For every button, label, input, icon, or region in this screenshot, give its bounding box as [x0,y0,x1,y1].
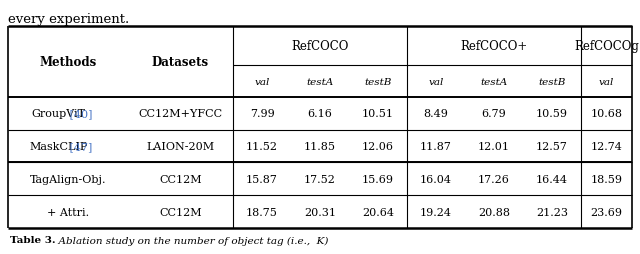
Text: [40]: [40] [67,109,93,119]
Text: 10.51: 10.51 [362,109,394,119]
Text: 12.57: 12.57 [536,141,568,151]
Text: 12.74: 12.74 [591,141,622,151]
Text: RefCOCOg: RefCOCOg [574,40,639,53]
Text: 20.31: 20.31 [304,207,336,217]
Text: 12.01: 12.01 [478,141,510,151]
Text: testB: testB [538,77,566,86]
Text: 16.04: 16.04 [420,174,452,184]
Text: 8.49: 8.49 [424,109,449,119]
Text: TagAlign-Obj.: TagAlign-Obj. [29,174,106,184]
Text: 20.64: 20.64 [362,207,394,217]
Text: val: val [428,77,444,86]
Text: Datasets: Datasets [152,56,209,69]
Text: Methods: Methods [39,56,96,69]
Text: 21.23: 21.23 [536,207,568,217]
Text: CC12M+YFCC: CC12M+YFCC [138,109,222,119]
Text: [47]: [47] [67,141,93,151]
Text: 17.26: 17.26 [478,174,510,184]
Text: 17.52: 17.52 [304,174,336,184]
Text: 19.24: 19.24 [420,207,452,217]
Text: 6.16: 6.16 [308,109,332,119]
Text: 18.59: 18.59 [591,174,623,184]
Text: 23.69: 23.69 [591,207,623,217]
Text: 6.79: 6.79 [481,109,506,119]
Text: testB: testB [364,77,392,86]
Text: 10.68: 10.68 [591,109,623,119]
Text: 11.85: 11.85 [304,141,336,151]
Text: 10.59: 10.59 [536,109,568,119]
Text: 16.44: 16.44 [536,174,568,184]
Text: 15.69: 15.69 [362,174,394,184]
Text: every experiment.: every experiment. [8,13,129,26]
Text: GroupViT: GroupViT [31,109,86,119]
Text: testA: testA [480,77,508,86]
Text: + Attri.: + Attri. [47,207,89,217]
Text: 18.75: 18.75 [246,207,278,217]
Text: 15.87: 15.87 [246,174,278,184]
Text: testA: testA [307,77,333,86]
Text: 12.06: 12.06 [362,141,394,151]
Text: LAION-20M: LAION-20M [146,141,214,151]
Text: RefCOCO: RefCOCO [291,40,349,53]
Text: RefCOCO+: RefCOCO+ [460,40,527,53]
Text: val: val [254,77,269,86]
Text: MaskCLIP: MaskCLIP [29,141,88,151]
Text: Ablation study on the number of object tag (i.e.,  K): Ablation study on the number of object t… [52,235,328,245]
Text: 11.52: 11.52 [246,141,278,151]
Text: val: val [599,77,614,86]
Text: 7.99: 7.99 [250,109,275,119]
Text: 11.87: 11.87 [420,141,452,151]
Text: CC12M: CC12M [159,207,202,217]
Text: 20.88: 20.88 [478,207,510,217]
Text: Table 3.: Table 3. [10,235,56,245]
Text: CC12M: CC12M [159,174,202,184]
